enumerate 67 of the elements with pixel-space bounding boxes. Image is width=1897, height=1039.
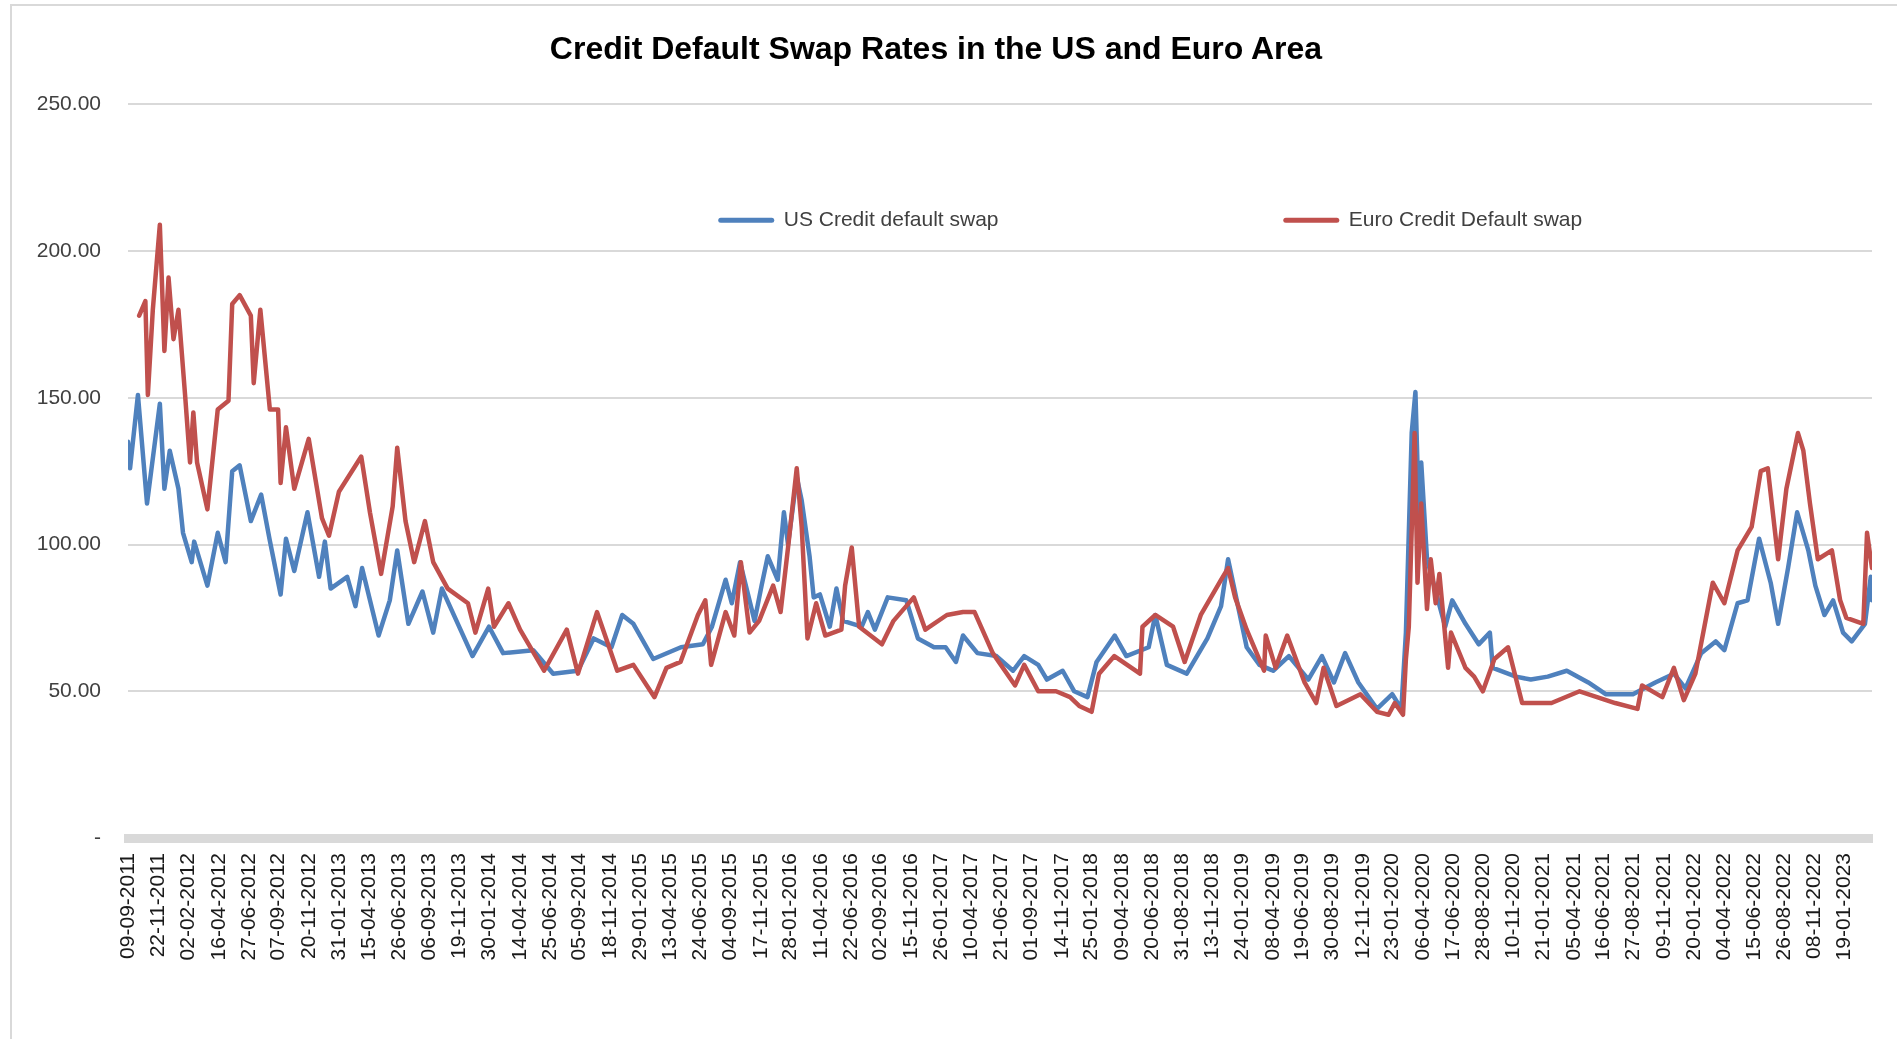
- x-tick-label: 18-11-2014: [597, 852, 621, 959]
- x-tick-label: 22-06-2016: [837, 853, 861, 961]
- x-tick-label: 26-06-2013: [386, 853, 410, 961]
- y-tick-label: 50.00: [48, 678, 101, 702]
- x-tick-label: 28-01-2016: [777, 853, 801, 961]
- x-tick-label: 14-04-2014: [506, 852, 530, 961]
- x-tick-label: 05-04-2021: [1560, 853, 1584, 961]
- x-tick-label: 24-06-2015: [687, 853, 711, 961]
- y-tick-label: 200.00: [36, 237, 101, 261]
- x-tick-label: 06-09-2013: [415, 853, 439, 961]
- x-tick-label: 26-08-2022: [1770, 853, 1794, 961]
- x-tick-label: 20-06-2018: [1138, 853, 1162, 961]
- x-tick-label: 10-04-2017: [958, 853, 982, 961]
- x-tick-label: 22-11-2011: [145, 853, 169, 958]
- x-tick-label: 08-04-2019: [1259, 853, 1283, 961]
- y-tick-label: 250.00: [36, 91, 101, 115]
- x-tick-label: 04-04-2022: [1711, 853, 1735, 961]
- x-tick-label: 08-11-2022: [1801, 853, 1825, 959]
- x-tick-label: 16-04-2012: [205, 853, 229, 961]
- x-tick-label: 01-09-2017: [1018, 853, 1042, 961]
- x-tick-label: 19-01-2023: [1831, 853, 1855, 961]
- x-tick-label: 19-06-2019: [1289, 853, 1313, 961]
- x-tick-label: 02-02-2012: [175, 853, 199, 961]
- x-tick-label: 11-04-2016: [807, 853, 831, 959]
- x-tick-label: 31-01-2013: [325, 853, 349, 961]
- x-tick-label: 17-11-2015: [747, 853, 771, 959]
- x-tick-label: 23-01-2020: [1379, 853, 1403, 961]
- x-tick-label: 13-04-2015: [657, 853, 681, 961]
- x-tick-label: 19-11-2013: [446, 853, 470, 959]
- x-tick-label: 02-09-2016: [867, 853, 891, 961]
- x-tick-label: 31-08-2018: [1168, 853, 1192, 961]
- x-tick-label: 27-08-2021: [1620, 853, 1644, 961]
- x-tick-label: 16-06-2021: [1590, 853, 1614, 961]
- x-tick-label: 17-06-2020: [1439, 853, 1463, 961]
- x-tick-label: 30-08-2019: [1319, 853, 1343, 961]
- chart-title: Credit Default Swap Rates in the US and Euro Area: [549, 30, 1323, 67]
- x-tick-label: 29-01-2015: [626, 853, 650, 961]
- x-tick-label: 04-09-2015: [716, 853, 740, 961]
- x-tick-label: 10-11-2020: [1500, 853, 1524, 959]
- x-tick-label: 30-01-2014: [476, 852, 500, 961]
- x-tick-label: 25-06-2014: [536, 852, 560, 961]
- x-tick-label: 09-09-2011: [114, 853, 138, 959]
- x-tick-label: 09-04-2018: [1109, 853, 1133, 961]
- x-tick-label: 15-06-2022: [1740, 853, 1764, 961]
- x-tick-label: 07-09-2012: [265, 853, 289, 961]
- x-tick-label: 12-11-2019: [1349, 853, 1373, 959]
- legend-label: US Credit default swap: [783, 207, 999, 231]
- x-tick-label: 24-01-2019: [1228, 853, 1252, 961]
- x-tick-label: 15-11-2016: [898, 853, 922, 959]
- x-tick-label: 05-09-2014: [566, 852, 590, 961]
- x-tick-label: 13-11-2018: [1199, 853, 1223, 959]
- x-tick-label: 14-11-2017: [1048, 853, 1072, 959]
- x-tick-label: 06-04-2020: [1410, 853, 1434, 961]
- x-tick-label: 09-11-2021: [1650, 853, 1674, 959]
- x-tick-label: 26-01-2017: [927, 853, 951, 961]
- x-tick-label: 28-08-2020: [1469, 853, 1493, 961]
- y-tick-label: -: [94, 824, 101, 848]
- x-tick-label: 21-01-2021: [1530, 853, 1554, 961]
- x-tick-label: 27-06-2012: [235, 853, 259, 961]
- legend-label: Euro Credit Default swap: [1348, 207, 1583, 231]
- y-tick-label: 100.00: [36, 531, 101, 555]
- y-tick-label: 150.00: [36, 384, 101, 408]
- x-tick-label: 20-01-2022: [1680, 853, 1704, 961]
- x-tick-label: 20-11-2012: [295, 853, 319, 959]
- x-tick-label: 21-06-2017: [988, 853, 1012, 961]
- x-tick-label: 25-01-2018: [1078, 853, 1102, 961]
- x-tick-label: 15-04-2013: [356, 853, 380, 961]
